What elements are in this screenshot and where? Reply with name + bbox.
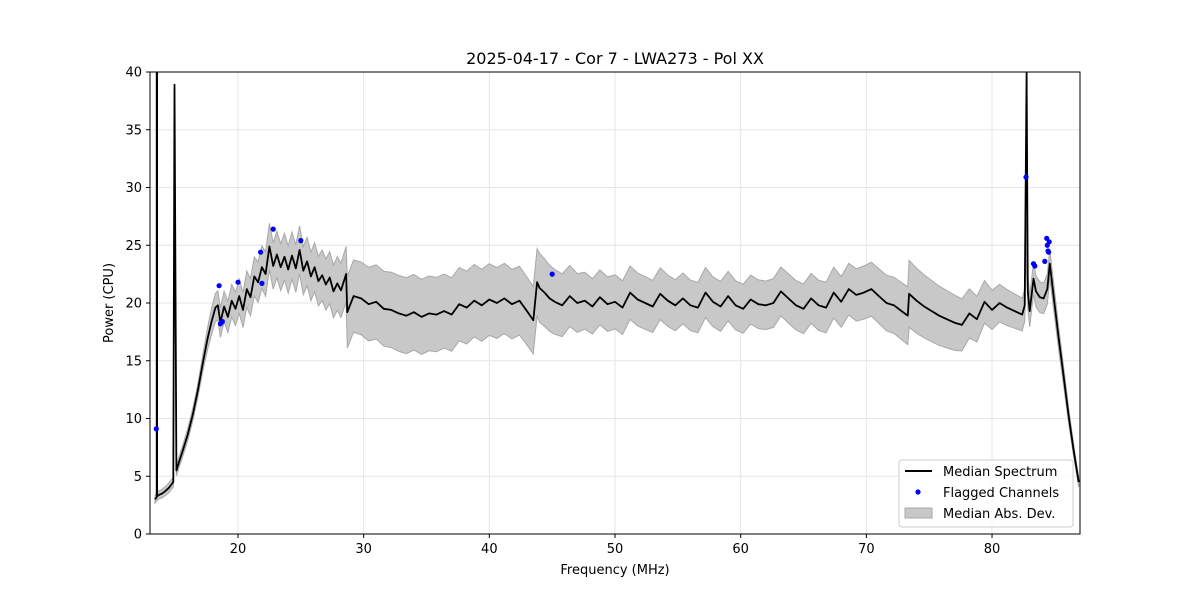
flagged-channel-point [1023, 174, 1029, 180]
flagged-channel-point [1042, 258, 1048, 264]
median-spectrum-line [154, 72, 1080, 500]
y-tick-label: 20 [125, 297, 142, 312]
flagged-channel-point [270, 226, 276, 232]
y-tick-label: 25 [125, 239, 142, 254]
x-axis: 20 30 40 50 60 70 80 [230, 534, 1001, 557]
legend-box [898, 459, 1074, 528]
flagged-channel-point [1032, 263, 1038, 269]
y-tick-label: 0 [134, 528, 142, 543]
x-tick-label: 50 [607, 542, 624, 557]
flagged-channel-point [258, 249, 264, 255]
legend-label-mad: Median Abs. Dev. [943, 507, 1055, 522]
x-tick-label: 80 [984, 542, 1001, 557]
flagged-channel-point [298, 238, 304, 244]
x-axis-label: Frequency (MHz) [560, 563, 669, 578]
x-tick-label: 20 [230, 542, 247, 557]
chart-title: 2025-04-17 - Cor 7 - LWA273 - Pol XX [466, 49, 764, 68]
legend-swatch-flagged [915, 489, 921, 495]
plot-area [153, 72, 1080, 505]
legend: Median Spectrum Flagged Channels Median … [898, 459, 1074, 528]
flagged-channel-point [216, 283, 222, 289]
y-tick-label: 35 [125, 123, 142, 138]
flagged-channel-point [549, 271, 555, 277]
flagged-channel-point [153, 426, 159, 432]
y-axis: 0 5 10 15 20 25 30 35 40 [125, 66, 150, 543]
y-tick-label: 30 [125, 181, 142, 196]
y-tick-label: 10 [125, 412, 142, 427]
flagged-channel-point [1046, 239, 1052, 245]
flagged-channel-point [219, 318, 225, 325]
flagged-channel-point [1046, 249, 1052, 255]
x-tick-label: 60 [732, 542, 749, 557]
flagged-channel-point [235, 279, 241, 285]
legend-label-median: Median Spectrum [943, 465, 1057, 480]
x-tick-label: 70 [858, 542, 875, 557]
legend-label-flagged: Flagged Channels [943, 486, 1059, 501]
flagged-channel-point [259, 280, 265, 286]
y-axis-label: Power (CPU) [102, 263, 117, 343]
x-tick-label: 30 [355, 542, 372, 557]
x-tick-label: 40 [481, 542, 498, 557]
y-tick-label: 5 [134, 470, 142, 485]
y-tick-label: 15 [125, 354, 142, 369]
y-tick-label: 40 [125, 66, 142, 81]
legend-swatch-mad [904, 507, 933, 519]
